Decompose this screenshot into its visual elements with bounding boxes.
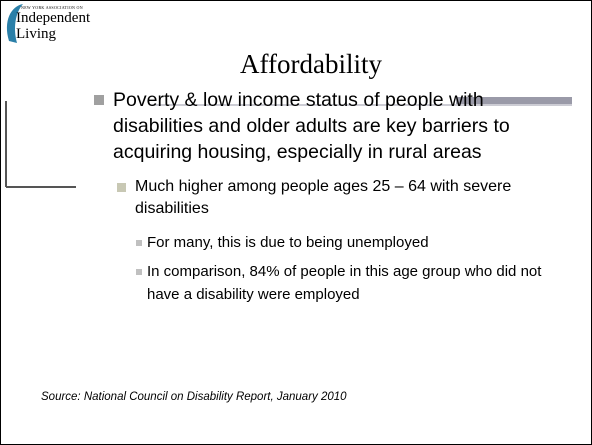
source: Source: National Council on Disability R… bbox=[41, 391, 347, 403]
bullet-marker bbox=[117, 183, 126, 192]
bullet-marker bbox=[136, 240, 142, 246]
logo-mark bbox=[6, 4, 23, 43]
bullet-marker bbox=[94, 95, 104, 105]
bullet-text: Much higher among people ages 25 – 64 wi… bbox=[135, 178, 512, 217]
bullet-text: For many, this is due to being unemploye… bbox=[147, 234, 429, 251]
logo-line1: Independent bbox=[16, 10, 91, 26]
bullet-text: Poverty & low income status of people wi… bbox=[113, 89, 510, 163]
title: Affordability bbox=[240, 49, 382, 79]
bullet-marker bbox=[136, 269, 142, 275]
logo-small: NEW YORK ASSOCIATION ON bbox=[21, 5, 83, 10]
logo-line2: Living bbox=[16, 26, 56, 42]
bullet-text: In comparison, 84% of people in this age… bbox=[147, 263, 542, 303]
title-bar bbox=[456, 97, 572, 104]
